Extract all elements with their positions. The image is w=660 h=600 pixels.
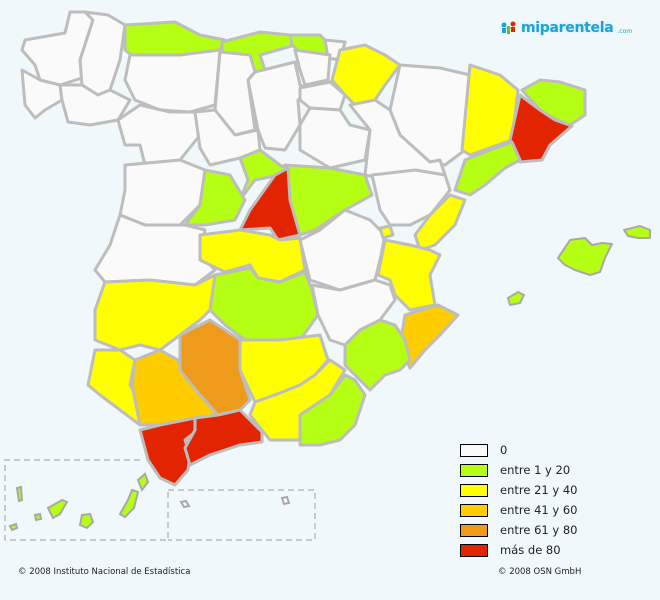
legend-swatch-61-80 bbox=[460, 523, 488, 537]
province-leon[interactable] bbox=[123, 48, 222, 114]
legend-item-3: entre 41 y 60 bbox=[460, 500, 577, 520]
island-menorca[interactable] bbox=[623, 225, 651, 239]
logo-suffix: .com bbox=[617, 27, 633, 35]
legend-label: entre 61 y 80 bbox=[500, 523, 578, 537]
island-lanzarote[interactable] bbox=[136, 472, 150, 493]
legend-swatch-21-40 bbox=[460, 483, 488, 497]
legend-label: 0 bbox=[500, 443, 508, 457]
legend-label: más de 80 bbox=[500, 543, 561, 557]
legend-label: entre 41 y 60 bbox=[500, 503, 578, 517]
province-malaga[interactable] bbox=[183, 408, 264, 467]
copyright-ine: © 2008 Instituto Nacional de Estadística bbox=[18, 567, 191, 577]
people-icon bbox=[501, 21, 516, 34]
province-cordoba[interactable] bbox=[178, 318, 252, 417]
city-melilla[interactable] bbox=[280, 495, 291, 506]
province-ourense[interactable] bbox=[58, 83, 132, 127]
legend: 0 entre 1 y 20 entre 21 y 40 entre 41 y … bbox=[460, 440, 577, 560]
canary-inset-border bbox=[4, 459, 169, 541]
legend-swatch-zero bbox=[460, 443, 488, 457]
legend-item-0: 0 bbox=[460, 440, 577, 460]
island-gran-canaria[interactable] bbox=[78, 512, 95, 530]
legend-label: entre 1 y 20 bbox=[500, 463, 571, 477]
island-mallorca[interactable] bbox=[557, 237, 613, 276]
province-soria[interactable] bbox=[298, 106, 372, 170]
legend-swatch-1-20 bbox=[460, 463, 488, 477]
province-castellon[interactable] bbox=[413, 193, 467, 252]
legend-item-4: entre 61 y 80 bbox=[460, 520, 577, 540]
province-rincon-de-ademuz[interactable] bbox=[378, 224, 395, 240]
city-ceuta[interactable] bbox=[179, 499, 191, 509]
copyright-osn: © 2008 OSN GmbH bbox=[498, 567, 582, 577]
island-el-hierro[interactable] bbox=[8, 522, 19, 532]
legend-item-2: entre 21 y 40 bbox=[460, 480, 577, 500]
province-avila[interactable] bbox=[183, 168, 247, 227]
legend-item-1: entre 1 y 20 bbox=[460, 460, 577, 480]
logo-text: miparentela bbox=[521, 20, 614, 36]
island-la-gomera[interactable] bbox=[33, 512, 43, 522]
province-pontevedra[interactable] bbox=[20, 68, 64, 120]
miparentela-logo[interactable]: miparentela .com bbox=[500, 20, 632, 36]
island-ibiza[interactable] bbox=[507, 291, 525, 306]
island-la-palma[interactable] bbox=[15, 485, 24, 503]
province-zamora[interactable] bbox=[116, 103, 202, 167]
province-almeria[interactable] bbox=[298, 373, 367, 447]
island-tenerife[interactable] bbox=[46, 498, 69, 520]
province-alava[interactable] bbox=[293, 48, 332, 87]
legend-swatch-over-80 bbox=[460, 543, 488, 557]
ceuta-melilla-inset-border bbox=[168, 489, 316, 541]
province-caceres[interactable] bbox=[93, 213, 217, 287]
legend-label: entre 21 y 40 bbox=[500, 483, 578, 497]
province-zaragoza[interactable] bbox=[348, 98, 447, 182]
legend-swatch-41-60 bbox=[460, 503, 488, 517]
legend-item-5: más de 80 bbox=[460, 540, 577, 560]
province-murcia[interactable] bbox=[343, 318, 412, 392]
province-tarragona[interactable] bbox=[453, 140, 522, 197]
island-fuerteventura[interactable] bbox=[118, 488, 140, 519]
